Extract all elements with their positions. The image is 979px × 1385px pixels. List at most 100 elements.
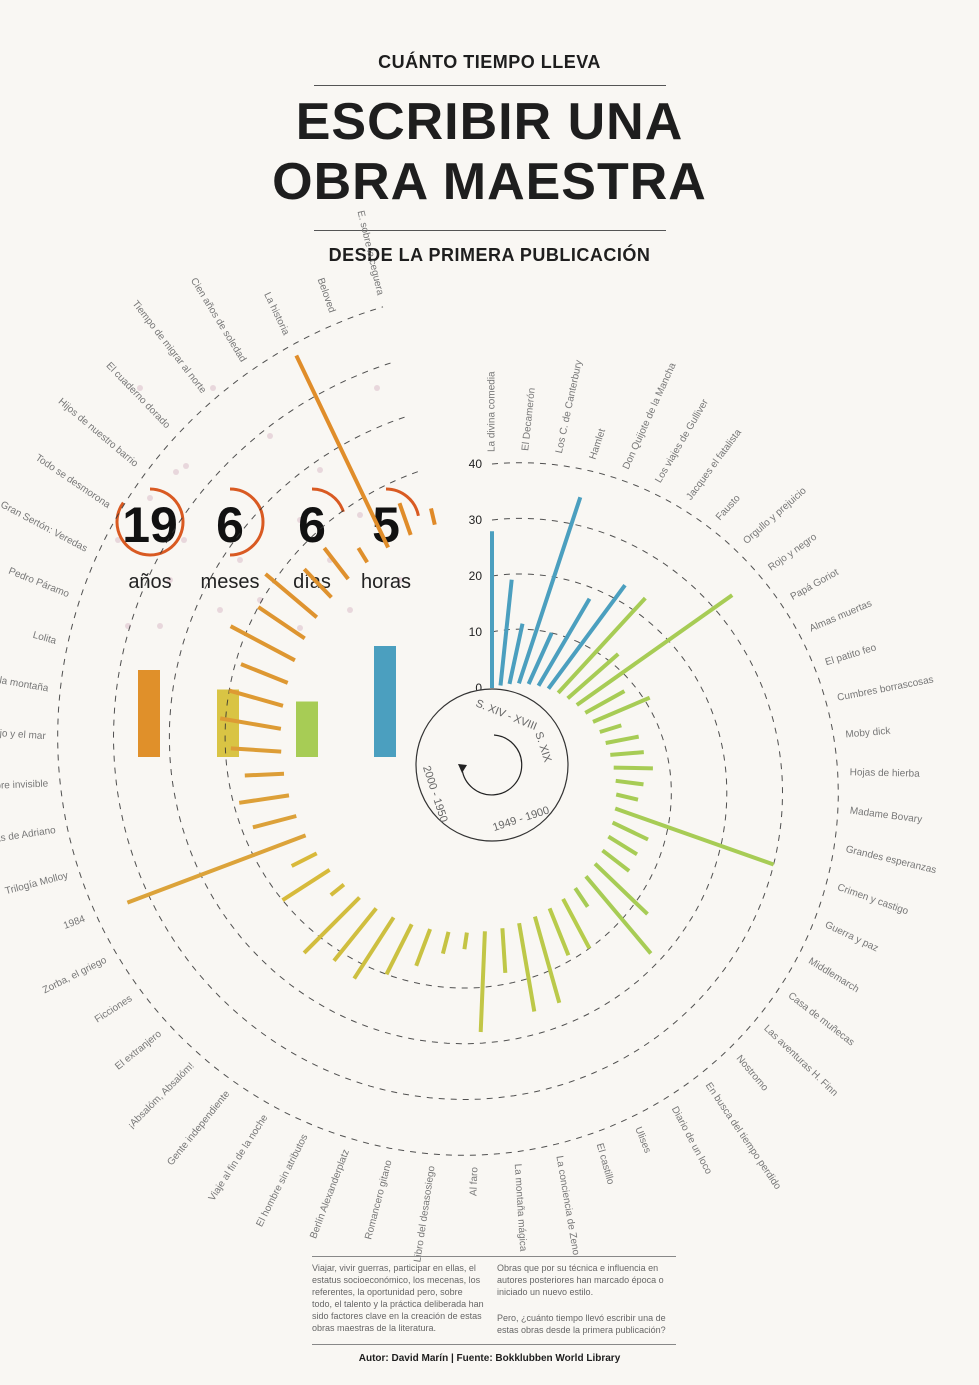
bar-tiempo-de-migrar-al-norte	[322, 546, 350, 581]
category-label: El castillo	[594, 1142, 616, 1186]
decor-dot	[237, 557, 243, 563]
bar-e-sobre-la-ceguera	[429, 507, 437, 526]
category-label: Trilogía Molloy	[4, 870, 69, 897]
category-label: Hojas de hierba	[850, 767, 921, 779]
bar-en-busca-del-tiempo-perdido	[573, 886, 590, 908]
inner-circle	[415, 688, 569, 842]
category-label: Diario de un loco	[669, 1105, 714, 1177]
category-label: En busca del tiempo perdido	[703, 1081, 783, 1192]
category-label: El Decamerón	[520, 387, 538, 451]
decor-dot	[317, 467, 323, 473]
category-label: Ulises	[632, 1125, 652, 1154]
category-label: Viaje al fin de la noche	[207, 1112, 271, 1203]
decor-dot	[347, 607, 353, 613]
decor-dot	[167, 577, 173, 583]
bar-los-c-de-canterbury	[507, 623, 525, 685]
category-label: El extranjero	[113, 1028, 164, 1072]
bar-la-conciencia-de-zeno	[517, 922, 537, 1012]
category-label: Al faro	[468, 1166, 480, 1196]
bar-la-monta-a-m-gica	[500, 928, 508, 974]
counter-value: 6	[298, 497, 326, 553]
category-label: Hijos de nuestro barrio	[56, 396, 140, 469]
category-label: Pedro Páramo	[7, 566, 71, 600]
bar-ulises	[547, 907, 571, 956]
category-label: Memorias de Adriano	[0, 825, 57, 850]
bar-almas-muertas	[592, 695, 651, 724]
category-label: ¡Absalóm, Absalóm!	[126, 1061, 197, 1132]
bar-el-extranjero	[329, 883, 346, 897]
decor-dot	[181, 537, 187, 543]
bar-ficciones	[281, 868, 331, 902]
bar-cien-a-os-de-soledad	[356, 546, 369, 564]
kicker: CUÁNTO TIEMPO LLEVA	[378, 52, 601, 72]
bar-rojo-y-negro	[575, 593, 734, 707]
category-label: Guerra y paz	[823, 920, 880, 955]
title-line-2: OBRA MAESTRA	[272, 153, 707, 211]
bar-orgullo-y-prejuicio	[566, 652, 620, 700]
decor-dot	[297, 625, 303, 631]
decor-dot	[267, 433, 273, 439]
bar-hijos-de-nuestro-barrio	[264, 572, 319, 619]
bar-trilog-a-molloy	[252, 814, 297, 830]
bar-hamlet	[517, 496, 583, 685]
footer-text-right-1: Obras que por su técnica e influencia en…	[497, 1263, 664, 1297]
r-tick-label: 40	[469, 457, 483, 471]
bar-diario-de-un-loco	[561, 897, 592, 950]
footer-text-right-2: Pero, ¿cuánto tiempo llevó escribir una …	[497, 1313, 666, 1335]
category-label: La historia	[261, 291, 291, 338]
category-label: Zorba, el griego	[41, 955, 109, 997]
bar-gran-sert-n-veredas	[229, 624, 296, 663]
bar-los-viajes-de-gulliver	[536, 597, 592, 687]
bar-el-castillo	[532, 916, 562, 1004]
bar-el-cuaderno-dorado	[302, 567, 333, 599]
era-bar	[138, 670, 160, 757]
bar-libro-del-desasosiego	[462, 932, 469, 950]
bar-la-historia	[294, 354, 390, 549]
bar-cumbres-borrascosas	[605, 734, 640, 745]
category-label: Cumbres borrascosas	[836, 674, 934, 703]
title-line-1: ESCRIBIR UNA	[295, 93, 684, 151]
bar-nostromo	[584, 875, 653, 955]
category-label: Berlín Alexanderplatz	[308, 1148, 352, 1240]
bar-beloved	[397, 502, 413, 536]
category-label: Nostromo	[734, 1053, 771, 1094]
decor-dot	[210, 385, 216, 391]
bar-el-decamer-n	[498, 579, 514, 686]
category-label: El cuaderno dorado	[104, 360, 173, 431]
category-label: Madame Bovary	[849, 805, 923, 825]
counter-unit: horas	[361, 571, 411, 593]
category-label: 1984	[62, 914, 87, 932]
category-label: Rojo y negro	[766, 531, 819, 573]
bar-casa-de-mu-ecas	[601, 848, 631, 873]
decor-dot	[137, 385, 143, 391]
category-label: Tiempo de migrar al norte	[130, 299, 209, 396]
bar-el-rumor-de-la-monta-a	[219, 716, 282, 731]
credit: Autor: David Marín | Fuente: Bokklubben …	[358, 1353, 621, 1364]
category-label: Libro del desasosiego	[412, 1165, 437, 1263]
footer-rule-top	[312, 1256, 676, 1257]
counter-unit: meses	[201, 571, 260, 593]
category-label: Moby dick	[845, 726, 892, 741]
bar-pap-goriot	[584, 689, 626, 715]
bar-gente-independiente	[332, 907, 378, 962]
category-label: El hombre invisible	[0, 779, 49, 794]
bar-1984	[126, 833, 307, 905]
category-label: El rumor de la montaña	[0, 666, 50, 694]
bar-el-hombre-invisible	[244, 771, 285, 778]
decor-dot	[374, 385, 380, 391]
counter-value: 19	[122, 497, 178, 553]
category-label: Hamlet	[588, 427, 608, 461]
category-label: Crimen y castigo	[836, 882, 910, 917]
category-label: Cien años de soledad	[188, 276, 248, 364]
grid-ring	[112, 360, 784, 1101]
era-bar	[374, 646, 396, 757]
main-title: ESCRIBIR UNA OBRA MAESTRA	[0, 92, 979, 212]
bar-romancero-gitano	[440, 931, 451, 955]
category-label: El viejo y el mar	[0, 727, 47, 742]
category-label: La conciencia de Zeno	[553, 1155, 581, 1256]
counter-ring	[385, 487, 420, 517]
category-label: El patito feo	[824, 642, 878, 668]
bar-memorias-de-adriano	[238, 793, 290, 805]
category-label: Jacques el fatalista	[684, 427, 744, 502]
